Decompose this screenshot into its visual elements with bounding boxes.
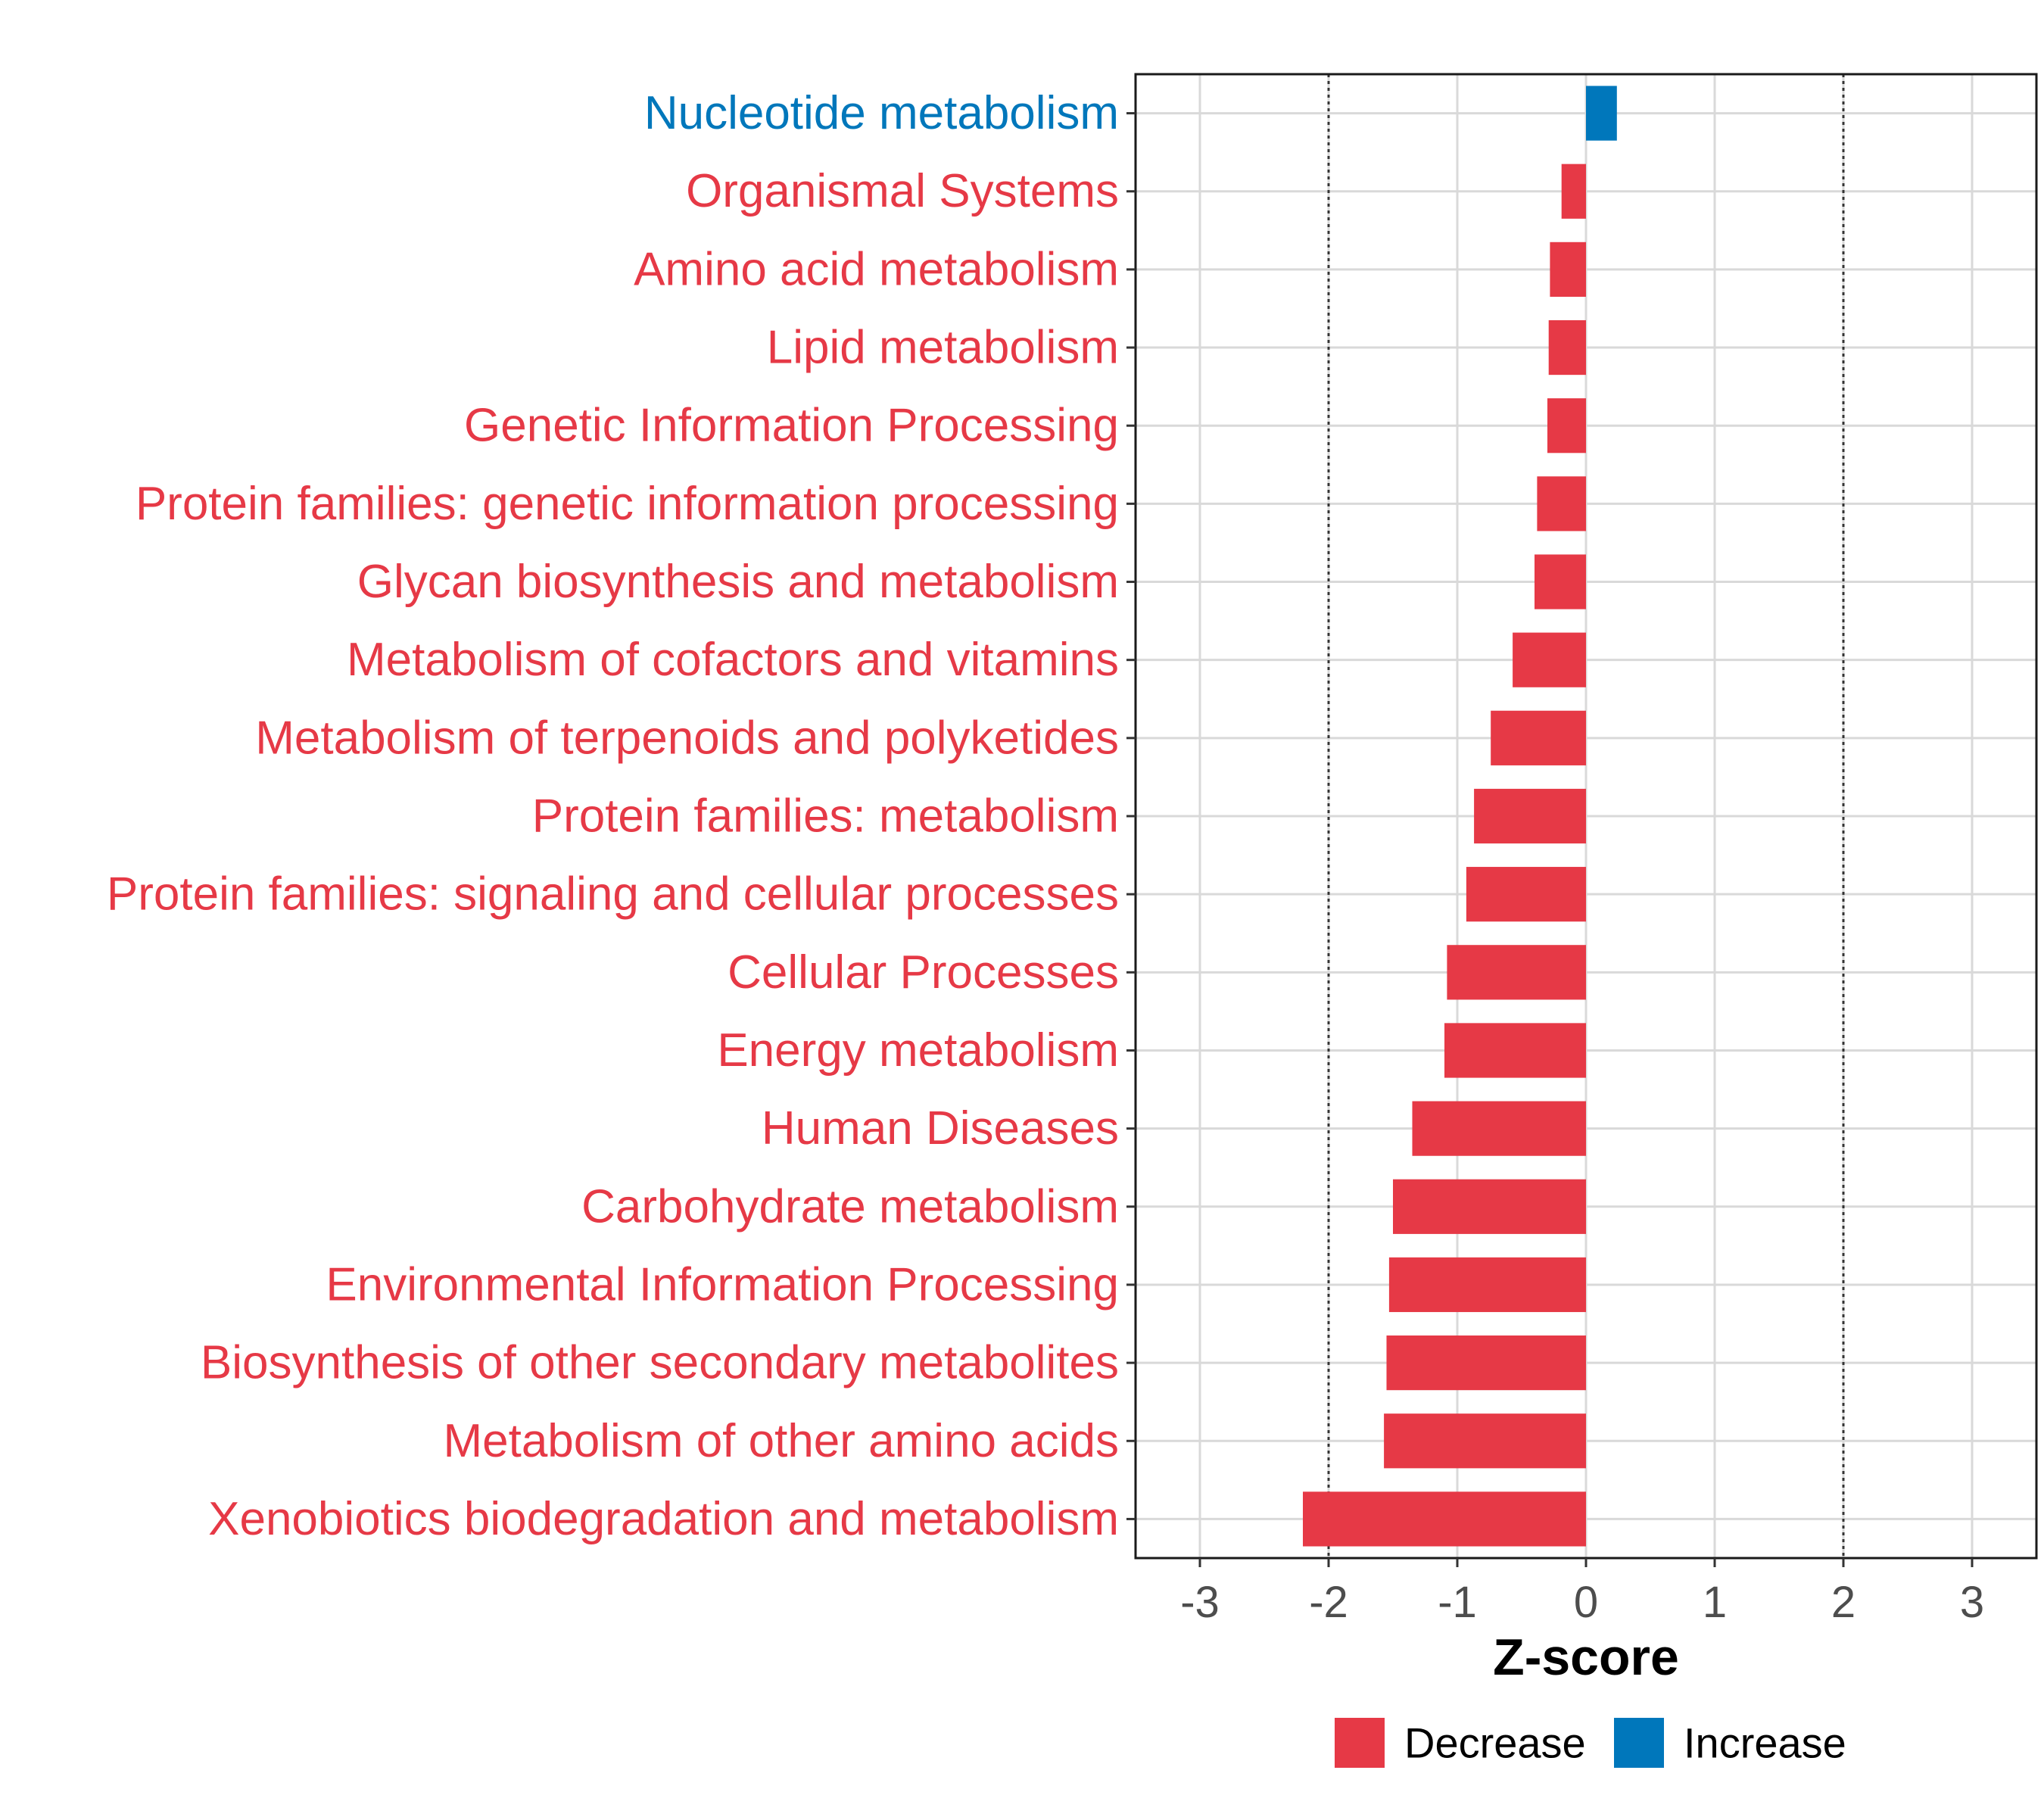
x-tick-label: 2 [1831,1578,1855,1627]
category-label: Protein families: signaling and cellular… [107,868,1119,921]
bars [1303,86,1617,1547]
category-label: Metabolism of terpenoids and polyketides [255,712,1119,764]
bar [1388,1257,1586,1313]
category-label: Nucleotide metabolism [644,87,1119,139]
category-label: Genetic Information Processing [464,400,1119,452]
bar [1466,867,1586,922]
x-tick-label: -3 [1180,1578,1220,1627]
category-label: Energy metabolism [717,1024,1119,1077]
bar [1548,319,1586,376]
legend-label-decrease: Decrease [1404,1719,1586,1767]
category-label: Protein families: genetic information pr… [136,478,1119,530]
x-tick-label: 3 [1960,1578,1984,1627]
bar [1586,86,1617,141]
x-tick-label: 1 [1703,1578,1727,1627]
bar [1513,632,1586,687]
bar [1535,554,1586,609]
x-axis-tick-labels: -3 -2 -1 0 1 2 3 [1180,1578,1984,1627]
bar [1444,1023,1586,1078]
bar [1386,1335,1586,1391]
bar [1412,1101,1586,1156]
category-label: Glycan biosynthesis and metabolism [357,556,1119,608]
category-label: Lipid metabolism [767,322,1119,374]
bar [1303,1491,1586,1547]
category-label: Amino acid metabolism [634,243,1119,295]
bar [1550,242,1586,297]
y-axis-ticks [1126,112,1136,1520]
bar [1393,1179,1586,1234]
legend-label-increase: Increase [1684,1719,1846,1767]
reference-lines [1327,74,1845,1558]
bar [1474,788,1586,844]
x-axis-title: Z-score [1493,1628,1679,1686]
bar [1547,398,1586,453]
legend-key-decrease [1335,1718,1385,1768]
category-label: Cellular Processes [728,946,1119,999]
category-label: Metabolism of cofactors and vitamins [347,634,1119,686]
category-label: Environmental Information Processing [326,1258,1119,1311]
bar [1537,476,1586,531]
x-tick-label: -2 [1309,1578,1348,1627]
category-label: Human Diseases [762,1102,1119,1155]
category-label: Organismal Systems [686,165,1119,217]
bar [1384,1413,1586,1469]
bar [1561,164,1586,219]
x-axis-ticks [1198,1558,1974,1567]
bar [1491,710,1586,765]
category-label: Carbohydrate metabolism [581,1180,1119,1233]
legend-key-increase [1614,1718,1664,1768]
legend: Decrease Increase [1335,1718,1846,1768]
x-tick-label: -1 [1438,1578,1477,1627]
category-label: Biosynthesis of other secondary metaboli… [201,1337,1119,1389]
y-axis-category-labels: Nucleotide metabolism Organismal Systems A… [107,87,1119,1545]
x-tick-label: 0 [1574,1578,1598,1627]
category-label: Xenobiotics biodegradation and metabolis… [208,1493,1119,1545]
category-label: Metabolism of other amino acids [443,1415,1119,1467]
bar [1447,945,1586,1000]
category-label: Protein families: metabolism [532,790,1119,843]
